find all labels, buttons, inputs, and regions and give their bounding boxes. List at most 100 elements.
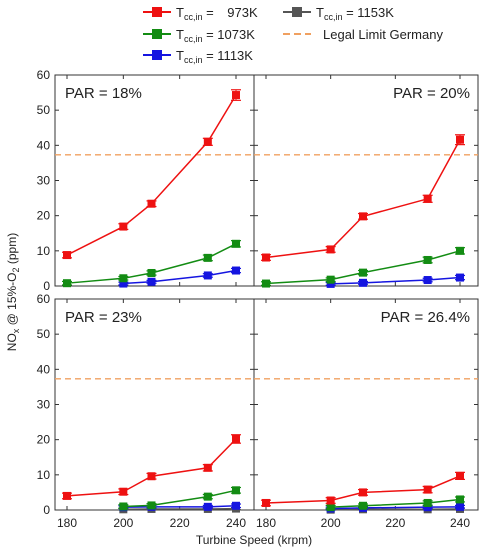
panel-annotation: PAR = 20%	[393, 85, 470, 102]
panel-2: PAR = 20%	[253, 74, 479, 288]
legend-label-973k: 973K	[227, 5, 258, 20]
x-tick-label: 240	[450, 516, 470, 530]
x-tick-label: 200	[113, 516, 133, 530]
data-point	[232, 486, 240, 495]
data-point	[456, 135, 464, 144]
series-t-cc-in-1073k	[261, 246, 465, 288]
data-point	[423, 503, 432, 512]
data-point	[232, 501, 240, 510]
series-t-cc-in-1113k	[325, 273, 465, 288]
panel-3: 0 10 20 30 40 50 60 180 200 220 240 PAR = 23%	[37, 292, 255, 530]
data-point	[203, 271, 212, 280]
legend-label-1153k: 1153K	[357, 5, 394, 20]
svg-text:Tcc,in = 1073K: Tcc,in = 1073K	[176, 27, 255, 44]
data-point	[147, 277, 156, 286]
svg-text:Tcc,in = 1113K: Tcc,in = 1113K	[176, 48, 253, 65]
legend: Tcc,in = 973K Tcc,in = 1073K Tcc,in = 11…	[143, 5, 443, 65]
data-point	[456, 502, 464, 511]
data-point	[119, 222, 128, 231]
y-tick-label: 20	[37, 433, 51, 447]
series-t-cc-in-973k	[62, 89, 241, 260]
data-point	[262, 253, 270, 262]
data-point	[232, 91, 240, 100]
data-point	[203, 502, 212, 511]
y-tick-label: 40	[37, 138, 51, 152]
data-point	[147, 472, 156, 481]
data-point	[147, 199, 156, 208]
data-point	[423, 194, 432, 203]
y-tick-label: 60	[37, 292, 51, 306]
data-point	[456, 471, 464, 480]
x-tick-label: 180	[256, 516, 276, 530]
series-t-cc-in-973k	[62, 434, 241, 500]
series-line	[66, 94, 237, 256]
y-tick-label: 10	[37, 244, 51, 258]
y-tick-label: 50	[37, 103, 51, 117]
data-point	[359, 488, 367, 497]
legend-label-1113k: 1113K	[217, 48, 253, 63]
x-tick-label: 220	[385, 516, 405, 530]
data-point	[119, 274, 128, 283]
panel-4: 180 200 220 240 PAR = 26.4%	[253, 298, 479, 530]
data-point	[119, 502, 128, 511]
x-tick-label: 240	[226, 516, 246, 530]
series-t-cc-in-973k	[261, 134, 465, 262]
data-point	[63, 251, 71, 260]
series-line	[330, 508, 461, 511]
data-point	[326, 275, 335, 284]
legend-label-legal-limit: Legal Limit Germany	[323, 27, 443, 42]
y-tick-label: 40	[37, 362, 51, 376]
y-tick-label: 20	[37, 209, 51, 223]
series-line	[123, 507, 237, 511]
data-point	[147, 501, 156, 510]
panel-annotation: PAR = 26.4%	[381, 309, 470, 326]
data-point	[359, 212, 367, 221]
legend-entry-legal-limit: Legal Limit Germany	[283, 27, 443, 42]
y-tick-label: 10	[37, 468, 51, 482]
x-axis-label: Turbine Speed (krpm)	[196, 533, 312, 547]
data-point	[359, 501, 367, 510]
data-point	[326, 503, 335, 512]
panel-frame	[54, 74, 255, 287]
x-tick-label: 200	[321, 516, 341, 530]
panels: 0 10 20 30 40 50 60 PAR = 18% PAR = 20% 0 10 20 30 40…	[37, 68, 479, 530]
data-point	[63, 279, 71, 288]
data-point	[147, 268, 156, 277]
legend-entry-1153k: Tcc,in = 1153K	[283, 5, 394, 22]
data-point	[423, 255, 432, 264]
data-point	[232, 434, 240, 443]
series-t-cc-in-1073k	[62, 239, 241, 288]
series-line	[123, 489, 237, 508]
series-line	[330, 498, 461, 508]
data-point	[359, 268, 367, 277]
x-tick-label: 220	[170, 516, 190, 530]
series-line	[330, 506, 461, 510]
data-point	[326, 245, 335, 254]
series-line	[123, 505, 237, 508]
data-point	[119, 279, 128, 288]
series-t-cc-in-1073k	[325, 495, 465, 512]
y-tick-label: 0	[43, 279, 50, 293]
y-tick-label: 60	[37, 68, 51, 82]
data-point	[423, 485, 432, 494]
x-tick-label: 180	[57, 516, 77, 530]
series-t-cc-in-1073k	[118, 486, 241, 511]
legend-entry-1073k: Tcc,in = 1073K	[143, 27, 255, 44]
data-point	[232, 239, 240, 248]
data-point	[63, 491, 71, 500]
data-point	[232, 266, 240, 275]
panel-1: 0 10 20 30 40 50 60 PAR = 18%	[37, 68, 255, 293]
series-line	[123, 269, 237, 285]
panel-annotation: PAR = 18%	[65, 85, 142, 102]
data-point	[326, 279, 335, 288]
data-point	[359, 278, 367, 287]
series-line	[330, 276, 461, 285]
data-point	[326, 496, 335, 505]
data-point	[423, 498, 432, 507]
data-point	[262, 498, 270, 507]
panel-frame	[253, 298, 479, 511]
y-tick-label: 50	[37, 327, 51, 341]
y-axis-label: NOx @ 15%-O2 (ppm)	[5, 233, 21, 351]
data-point	[119, 487, 128, 496]
